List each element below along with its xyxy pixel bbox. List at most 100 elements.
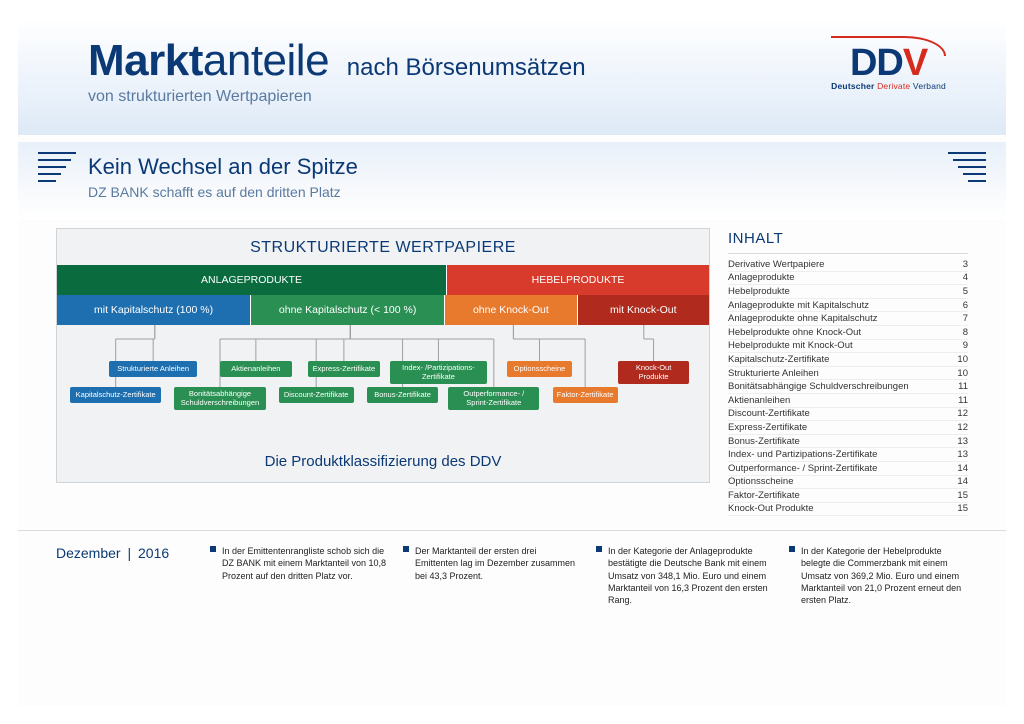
title-bold: Markt — [88, 36, 203, 85]
leaf-l12: Knock-Out Produkte — [618, 361, 690, 384]
leaf-l7: Index- /Partizipations-Zertifikate — [390, 361, 488, 384]
toc-label: Anlageprodukte ohne Kapitalschutz — [728, 313, 877, 324]
toc-page: 13 — [957, 436, 968, 447]
toc-row: Express-Zertifikate 12 — [728, 421, 968, 435]
toc-page: 8 — [963, 327, 968, 338]
toc-label: Hebelprodukte mit Knock-Out — [728, 340, 853, 351]
toc-page: 10 — [957, 368, 968, 379]
toc-page: 15 — [957, 490, 968, 501]
toc-title: INHALT — [728, 230, 968, 247]
leaf-l4: Bonitätsabhängige Schuldverschreibungen — [174, 387, 265, 410]
toc-label: Knock-Out Produkte — [728, 503, 814, 514]
leaf-l6: Discount-Zertifikate — [279, 387, 354, 403]
footer-bullet: Der Marktanteil der ersten drei Emittent… — [403, 545, 582, 606]
toc-page: 5 — [963, 286, 968, 297]
toc-label: Hebelprodukte — [728, 286, 790, 297]
toc-row: Discount-Zertifikate12 — [728, 408, 968, 422]
toc-label: Anlageprodukte — [728, 272, 795, 283]
section-sub: DZ BANK schafft es auf den dritten Platz — [88, 184, 936, 200]
toc-label: Outperformance- / Sprint-Zertifikate — [728, 463, 877, 474]
leaf-l10: Optionsscheine — [507, 361, 572, 377]
cat-ohne-kapitalschutz: ohne Kapitalschutz (< 100 %) — [250, 295, 444, 325]
toc-row: Strukturierte Anleihen 10 — [728, 367, 968, 381]
toc-page: 3 — [963, 259, 968, 270]
leaf-l5: Express-Zertifikate — [308, 361, 380, 377]
toc-row: Anlageprodukte ohne Kapitalschutz 7 — [728, 312, 968, 326]
stripe-decoration-left — [38, 142, 83, 182]
page-title-main: Marktanteile — [88, 36, 341, 85]
cat-mit-knockout: mit Knock-Out — [577, 295, 709, 325]
section-headline: Kein Wechsel an der Spitze — [88, 154, 936, 180]
toc-page: 14 — [957, 463, 968, 474]
toc-label: Strukturierte Anleihen — [728, 368, 819, 379]
toc-page: 11 — [958, 395, 968, 406]
toc-page: 9 — [963, 340, 968, 351]
toc-page: 13 — [957, 449, 968, 460]
date-month: Dezember — [56, 545, 121, 561]
toc-label: Bonus-Zertifikate — [728, 436, 800, 447]
footer: Dezember | 2016 In der Emittentenranglis… — [18, 530, 1006, 606]
footer-bullet: In der Kategorie der Anlageprodukte best… — [596, 545, 775, 606]
title-light: anteile — [203, 36, 329, 85]
toc-page: 6 — [963, 300, 968, 311]
toc-row: Aktienanleihen 11 — [728, 394, 968, 408]
toc-row: Knock-Out Produkte 15 — [728, 503, 968, 517]
toc-row: Hebelprodukte 5 — [728, 285, 968, 299]
toc-label: Bonitätsabhängige Schuldverschreibungen — [728, 381, 909, 392]
toc-row: Index- und Partizipations-Zertifikate 13 — [728, 448, 968, 462]
footer-bullet: In der Emittentenrangliste schob sich di… — [210, 545, 389, 606]
title-sub2: von strukturierten Wertpapieren — [88, 88, 936, 106]
toc-label: Index- und Partizipations-Zertifikate — [728, 449, 877, 460]
section-band: Kein Wechsel an der Spitze DZ BANK schaf… — [18, 142, 1006, 220]
toc-label: Faktor-Zertifikate — [728, 490, 800, 501]
diagram-footer: Die Produktklassifizierung des DDV — [57, 443, 709, 482]
header: Marktanteile nach Börsenumsätzen von str… — [18, 18, 1006, 136]
toc-row: Anlageprodukte mit Kapitalschutz 6 — [728, 299, 968, 313]
toc-page: 4 — [963, 272, 968, 283]
leaf-l2: Kapitalschutz-Zertifikate — [70, 387, 161, 403]
footer-bullet: In der Kategorie der Hebelprodukte beleg… — [789, 545, 968, 606]
toc-row: Hebelprodukte mit Knock-Out 9 — [728, 340, 968, 354]
main-content: STRUKTURIERTE WERTPAPIERE ANLAGEPRODUKTE… — [18, 220, 1006, 516]
toc-row: Bonus-Zertifikate 13 — [728, 435, 968, 449]
table-of-contents: INHALT Derivative Wertpapiere 3 Anlageprod… — [728, 228, 968, 516]
toc-page: 15 — [957, 503, 968, 514]
toc-row: Kapitalschutz-Zertifikate 10 — [728, 353, 968, 367]
toc-label: Optionsscheine — [728, 476, 793, 487]
toc-label: Derivative Wertpapiere — [728, 259, 824, 270]
toc-row: Optionsscheine 14 — [728, 476, 968, 490]
toc-page: 11 — [958, 381, 968, 392]
connector-lines — [57, 325, 709, 443]
ddv-logo: DDV Deutscher Derivate Verband — [831, 42, 946, 91]
cat-hebelprodukte: HEBELPRODUKTE — [446, 265, 709, 295]
toc-page: 12 — [957, 422, 968, 433]
toc-label: Hebelprodukte ohne Knock-Out — [728, 327, 861, 338]
leaf-area: Strukturierte Anleihen Kapitalschutz-Zert… — [57, 325, 709, 443]
toc-row: Hebelprodukte ohne Knock-Out 8 — [728, 326, 968, 340]
stripe-decoration-right — [941, 142, 986, 182]
leaf-l1: Strukturierte Anleihen — [109, 361, 197, 377]
leaf-l9: Outperformance- / Sprint-Zertifikate — [448, 387, 539, 410]
issue-date: Dezember | 2016 — [56, 545, 196, 606]
title-sub-inline: nach Börsenumsätzen — [347, 54, 586, 81]
diagram-title: STRUKTURIERTE WERTPAPIERE — [57, 229, 709, 265]
toc-page: 7 — [963, 313, 968, 324]
toc-row: Bonitätsabhängige Schuldverschreibungen 1… — [728, 380, 968, 394]
cat-ohne-knockout: ohne Knock-Out — [444, 295, 576, 325]
leaf-l3: Aktienanleihen — [220, 361, 292, 377]
toc-page: 14 — [957, 476, 968, 487]
classification-diagram: STRUKTURIERTE WERTPAPIERE ANLAGEPRODUKTE… — [56, 228, 710, 483]
toc-label: Anlageprodukte mit Kapitalschutz — [728, 300, 869, 311]
toc-row: Derivative Wertpapiere 3 — [728, 258, 968, 272]
toc-row: Outperformance- / Sprint-Zertifikate 14 — [728, 462, 968, 476]
toc-label: Express-Zertifikate — [728, 422, 807, 433]
toc-label: Aktienanleihen — [728, 395, 790, 406]
toc-page: 10 — [957, 354, 968, 365]
cat-mit-kapitalschutz: mit Kapitalschutz (100 %) — [57, 295, 250, 325]
toc-label: Kapitalschutz-Zertifikate — [728, 354, 829, 365]
leaf-l8: Bonus-Zertifikate — [367, 387, 439, 403]
toc-label: Discount-Zertifikate — [728, 408, 810, 419]
cat-anlageprodukte: ANLAGEPRODUKTE — [57, 265, 446, 295]
date-year: 2016 — [138, 545, 169, 561]
toc-row: Faktor-Zertifikate 15 — [728, 489, 968, 503]
